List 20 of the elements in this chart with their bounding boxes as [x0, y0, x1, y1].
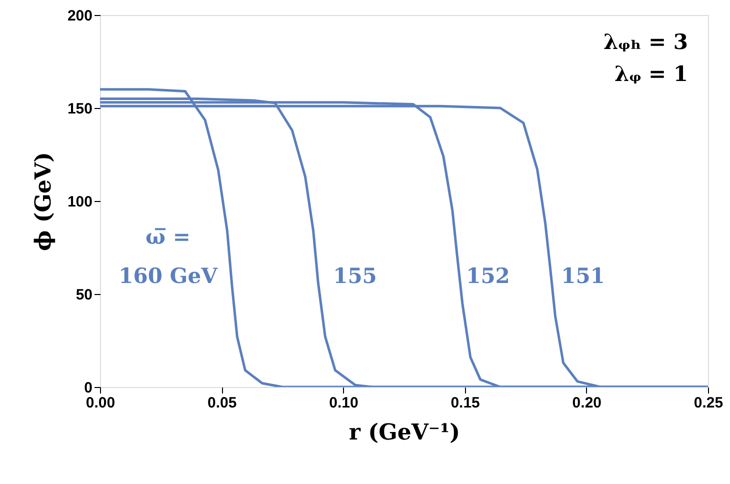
y-tick-label: 0	[84, 380, 92, 396]
y-tick-label: 200	[67, 8, 92, 24]
annotation: 152	[466, 263, 510, 288]
y-tick-label: 50	[76, 286, 92, 304]
x-axis-title: r (GeV⁻¹)	[348, 420, 460, 446]
y-tick-label: 150	[67, 100, 92, 118]
annotation: ω̅ =	[146, 224, 190, 249]
x-tick-label: 0.05	[208, 394, 237, 412]
annotation: 151	[561, 263, 605, 288]
x-tick-label: 0.00	[86, 394, 116, 412]
x-tick-label: 0.10	[329, 394, 358, 412]
annotation: λᵩ = 1	[614, 61, 688, 86]
y-tick-label: 100	[67, 194, 92, 210]
x-tick-label: 0.20	[572, 394, 602, 412]
x-tick-label: 0.25	[694, 394, 724, 412]
x-tick-label: 0.15	[450, 394, 480, 412]
annotation: 155	[333, 263, 377, 288]
y-axis-title: ϕ (GeV)	[30, 152, 56, 252]
annotation: λᵩₕ = 3	[604, 29, 688, 54]
annotation: 160 GeV	[118, 263, 218, 288]
